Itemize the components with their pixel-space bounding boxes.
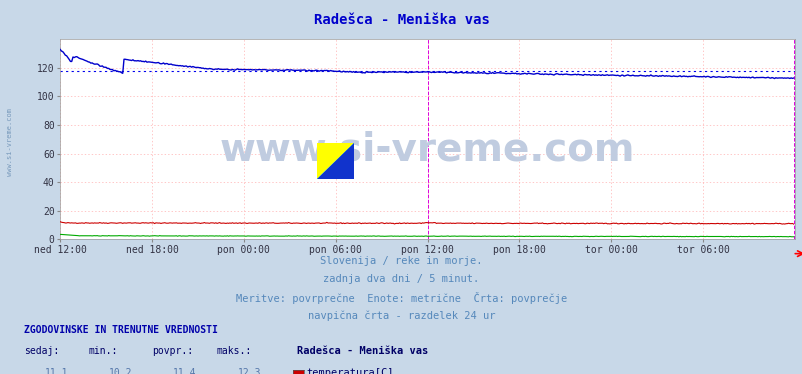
Text: min.:: min.: (88, 346, 118, 356)
Text: 10,2: 10,2 (109, 368, 132, 374)
Text: 11,4: 11,4 (173, 368, 196, 374)
Text: maks.:: maks.: (217, 346, 252, 356)
Text: Slovenija / reke in morje.: Slovenija / reke in morje. (320, 256, 482, 266)
Text: Radešca - Meniška vas: Radešca - Meniška vas (313, 13, 489, 27)
Polygon shape (317, 143, 354, 179)
Text: ZGODOVINSKE IN TRENUTNE VREDNOSTI: ZGODOVINSKE IN TRENUTNE VREDNOSTI (24, 325, 217, 335)
Text: temperatura[C]: temperatura[C] (306, 368, 394, 374)
Text: zadnja dva dni / 5 minut.: zadnja dva dni / 5 minut. (323, 274, 479, 284)
Text: Radešca - Meniška vas: Radešca - Meniška vas (297, 346, 427, 356)
Text: www.si-vreme.com: www.si-vreme.com (220, 130, 634, 168)
Text: sedaj:: sedaj: (24, 346, 59, 356)
Polygon shape (317, 143, 354, 179)
Text: 11,1: 11,1 (45, 368, 68, 374)
Text: www.si-vreme.com: www.si-vreme.com (6, 108, 13, 176)
Text: Meritve: povrprečne  Enote: metrične  Črta: povprečje: Meritve: povrprečne Enote: metrične Črta… (236, 292, 566, 304)
Text: navpična črta - razdelek 24 ur: navpična črta - razdelek 24 ur (307, 310, 495, 321)
Text: povpr.:: povpr.: (152, 346, 193, 356)
Polygon shape (317, 143, 354, 179)
Text: 12,3: 12,3 (237, 368, 261, 374)
